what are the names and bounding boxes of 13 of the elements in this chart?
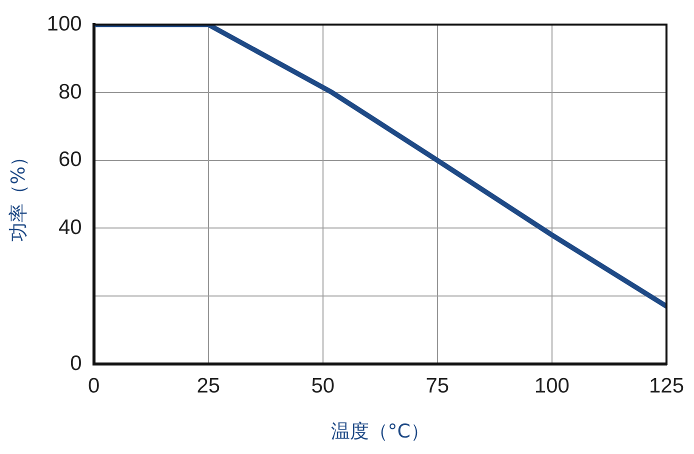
x-tick-label: 50	[311, 374, 335, 398]
y-tick-label: 0	[70, 352, 82, 375]
y-tick-label: 100	[46, 12, 82, 36]
x-tick-label: 25	[196, 374, 220, 398]
y-axis-title: 功率（%）	[7, 147, 30, 242]
y-tick-label: 80	[58, 80, 82, 104]
x-tick-label: 125	[648, 374, 684, 398]
x-axis-title: 温度（°C）	[330, 420, 430, 443]
x-tick-label: 100	[534, 374, 570, 398]
x-tick-label: 0	[88, 374, 100, 398]
y-tick-label: 40	[58, 216, 82, 240]
y-tick-label: 60	[58, 148, 82, 172]
x-tick-label: 75	[426, 374, 450, 398]
